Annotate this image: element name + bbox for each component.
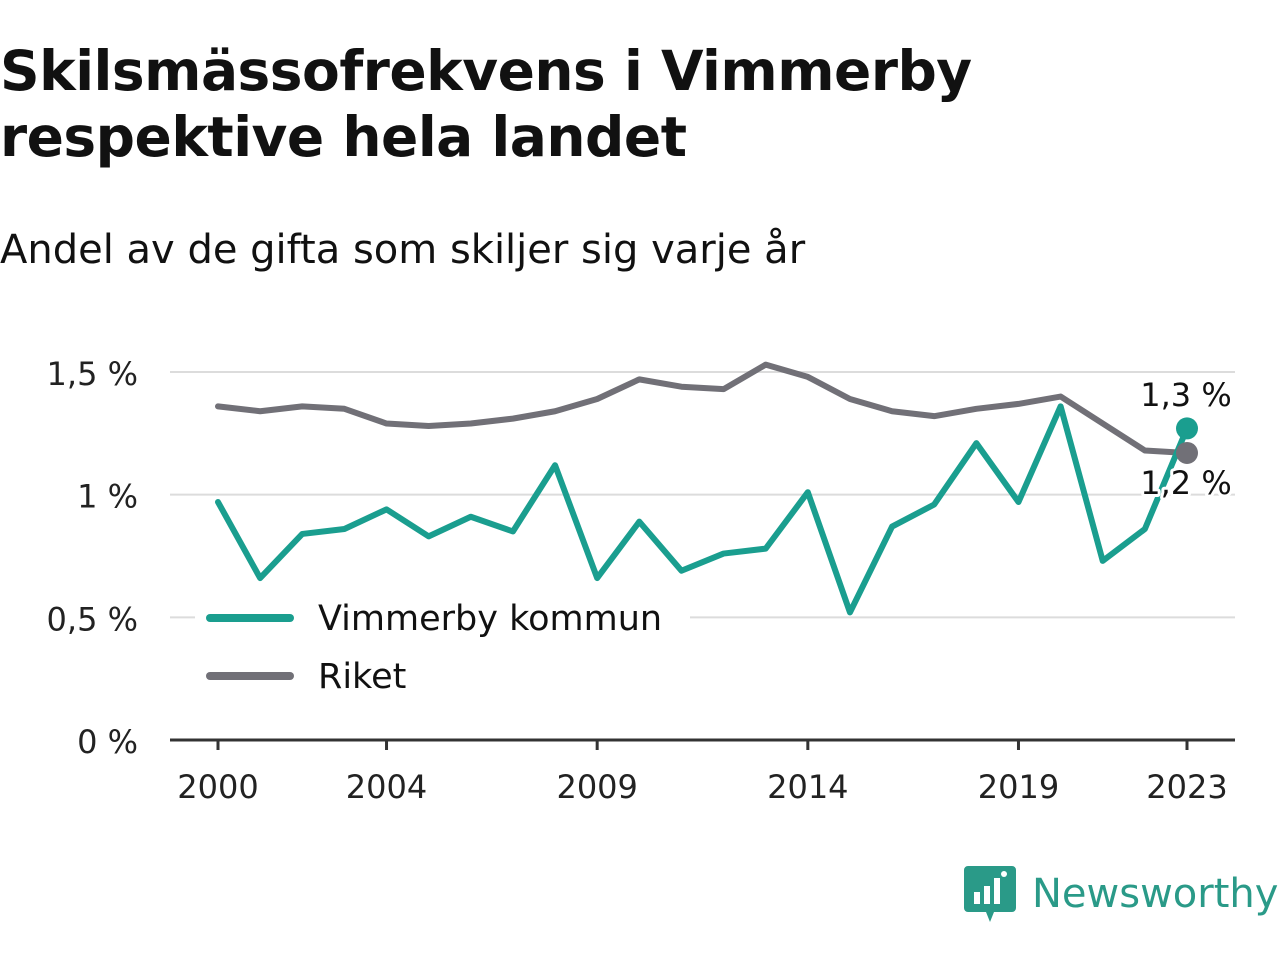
x-tick-label: 2019 — [978, 768, 1059, 806]
end-value-label: 1,2 % — [1140, 464, 1231, 502]
series-end-point — [1176, 417, 1198, 440]
legend-label: Vimmerby kommun — [318, 599, 662, 639]
legend-background — [195, 590, 690, 702]
series-line-vimmerby — [215, 403, 1190, 616]
y-tick-label: 1 % — [77, 478, 138, 516]
series-end-point — [1176, 441, 1198, 464]
x-tick-label: 2014 — [767, 768, 848, 806]
x-tick-label: 2009 — [556, 768, 637, 806]
y-tick-label: 0 % — [77, 723, 138, 761]
y-tick-label: 1,5 % — [47, 355, 138, 393]
x-tick-label: 2004 — [346, 768, 427, 806]
legend-label: Riket — [318, 657, 406, 697]
brand-name: Newsworthy — [1032, 871, 1279, 917]
series-line-riket — [215, 361, 1190, 456]
chart-title: Skilsmässofrekvens i Vimmerby respektive… — [0, 39, 972, 169]
y-tick-label: 0,5 % — [47, 600, 138, 638]
x-tick-label: 2023 — [1146, 768, 1227, 806]
newsworthy-logo-icon — [964, 866, 1016, 922]
brand-logo: Newsworthy — [964, 864, 1278, 924]
x-tick-label: 2000 — [177, 768, 258, 806]
end-value-label: 1,3 % — [1140, 376, 1231, 414]
chart-subtitle: Andel av de gifta som skiljer sig varje … — [0, 227, 806, 273]
